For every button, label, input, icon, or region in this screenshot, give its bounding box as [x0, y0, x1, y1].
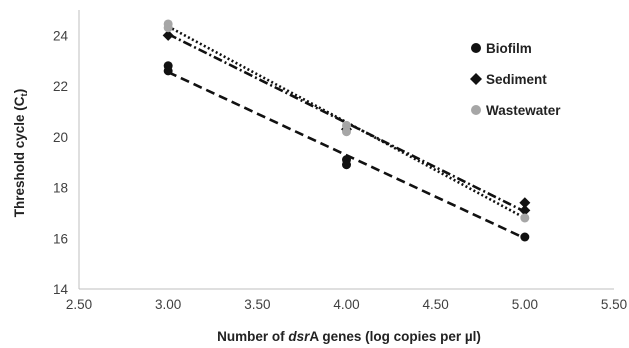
- x-tick-label: 5.50: [601, 297, 627, 312]
- wastewater-point: [342, 127, 351, 137]
- legend-marker-wastewater: [471, 105, 481, 115]
- x-axis-title-part: A genes (log copies per µl): [309, 329, 481, 344]
- x-tick-label: 4.50: [423, 297, 449, 312]
- y-tick-label: 16: [53, 231, 68, 246]
- y-axis-title-part: t: [19, 92, 30, 96]
- biofilm-point: [342, 160, 351, 170]
- x-tick-label: 2.50: [66, 297, 92, 312]
- wastewater-point: [163, 23, 173, 33]
- y-tick-label: 24: [53, 28, 69, 43]
- biofilm-point: [163, 66, 173, 76]
- y-tick-label: 20: [53, 130, 68, 145]
- x-axis-title-part: Number of: [217, 329, 288, 344]
- legend-label-biofilm: Biofilm: [486, 41, 532, 56]
- sediment-point: [519, 204, 531, 216]
- y-tick-label: 18: [53, 181, 68, 196]
- wastewater-point: [520, 213, 530, 223]
- x-axis-title: Number of dsrA genes (log copies per µl): [217, 329, 481, 344]
- sediment-point: [519, 197, 531, 209]
- y-tick-label: 14: [53, 282, 69, 297]
- legend-label-sediment: Sediment: [486, 72, 547, 87]
- legend-marker-sediment: [470, 73, 482, 85]
- x-tick-label: 4.00: [333, 297, 359, 312]
- wastewater-point: [342, 120, 351, 130]
- biofilm-point: [520, 232, 530, 242]
- data-points: [162, 19, 531, 242]
- axes: 2.50 3.00 3.50 4.00 4.50 5.00 5.50 14 16 18 20 22 24: [53, 10, 627, 312]
- sediment-point: [162, 29, 174, 41]
- legend-label-wastewater: Wastewater: [486, 103, 561, 118]
- x-axis-title-part: dsr: [288, 329, 310, 344]
- y-tick-label: 22: [53, 79, 68, 94]
- legend-marker-biofilm: [471, 43, 481, 53]
- x-tick-label: 3.00: [155, 297, 181, 312]
- x-tick-label: 5.00: [512, 297, 538, 312]
- legend: Biofilm Sediment Wastewater: [470, 41, 561, 118]
- y-axis-title: Threshold cycle (Ct): [12, 89, 30, 217]
- y-axis-title-part: ): [12, 89, 27, 94]
- y-axis-title-part: Threshold cycle (C: [12, 96, 27, 217]
- x-tick-label: 3.50: [244, 297, 270, 312]
